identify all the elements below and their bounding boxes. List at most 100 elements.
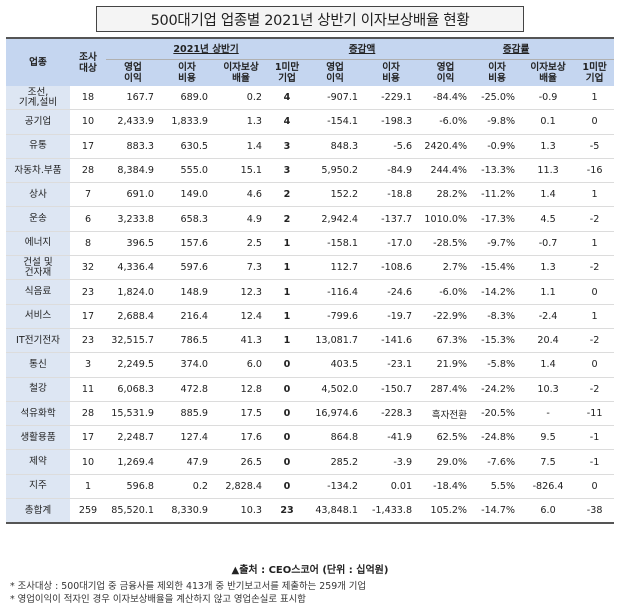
- table-row: 운송 6 3,233.8 658.3 4.9 2 2,942.4 -137.7 1010.0% -…: [6, 206, 615, 232]
- rate-ratio-cell: 4.5: [521, 206, 576, 232]
- footnote: * 조사대상 : 500대기업 중 금융사를 제외한 413개 중 반기보고서를…: [10, 581, 367, 592]
- industry-cell: 자동차.부품: [6, 158, 70, 184]
- op-profit-cell: 167.7: [106, 86, 160, 111]
- rate-interest-cell: -13.3%: [473, 158, 522, 184]
- count-cell: 23: [70, 279, 106, 305]
- data-table-container: 업종 조사 대상 2021년 상반기 증감액 증감률 영업 이익 이자 비용 이…: [6, 37, 615, 525]
- industry-cell: 석유화학: [6, 401, 70, 427]
- change-interest-cell: -24.6: [364, 279, 419, 305]
- under1-cell: 3: [268, 158, 307, 184]
- interest-cost-cell: 786.5: [160, 328, 214, 354]
- under1-cell: 1: [268, 231, 307, 257]
- rate-under1-cell: 1: [575, 182, 615, 208]
- rate-under1-cell: -16: [575, 158, 615, 184]
- rate-under1-cell: 1: [575, 86, 615, 111]
- rate-under1-cell: 0: [575, 352, 615, 378]
- under1-cell: 4: [268, 86, 307, 111]
- count-cell: 32: [70, 255, 106, 281]
- coverage-ratio-cell: 7.3: [214, 255, 268, 281]
- under1-cell: 0: [268, 377, 307, 402]
- change-op-cell: -158.1: [306, 231, 365, 257]
- rate-op-cell: 2420.4%: [418, 134, 474, 159]
- count-cell: 28: [70, 401, 106, 427]
- table-body: 조선, 기계,설비 18 167.7 689.0 0.2 4 -907.1 -229.1 -84…: [6, 86, 615, 525]
- change-interest-cell: -108.6: [364, 255, 419, 281]
- rate-ratio-cell: 1.1: [521, 279, 576, 305]
- interest-cost-cell: 157.6: [160, 231, 214, 257]
- table-row: 통신 3 2,249.5 374.0 6.0 0 403.5 -23.1 21.9% -5.8% 1…: [6, 352, 615, 378]
- count-cell: 10: [70, 449, 106, 475]
- rate-interest-cell: -20.5%: [473, 401, 522, 427]
- subheader: 이자 비용: [364, 59, 419, 86]
- under1-cell: 1: [268, 328, 307, 354]
- rate-ratio-cell: 7.5: [521, 449, 576, 475]
- coverage-ratio-cell: 12.8: [214, 377, 268, 402]
- rate-under1-cell: -2: [575, 206, 615, 232]
- table-row: 생활용품 17 2,248.7 127.4 17.6 0 864.8 -41.9 62.5% -2…: [6, 425, 615, 451]
- count-cell: 18: [70, 86, 106, 111]
- footnotes: * 조사대상 : 500대기업 중 금융사를 제외한 413개 중 반기보고서를…: [10, 580, 366, 606]
- table-row: 건설 및 건자재 32 4,336.4 597.6 7.3 1 112.7 -108.6 2.7…: [6, 255, 615, 281]
- under1-cell: 2: [268, 206, 307, 232]
- subheader: 이자보상 배율: [521, 59, 576, 86]
- subheader: 영업 이익: [418, 59, 474, 86]
- coverage-ratio-cell: 41.3: [214, 328, 268, 354]
- change-op-cell: 864.8: [306, 425, 365, 451]
- rate-interest-cell: -11.2%: [473, 182, 522, 208]
- table-row: 석유화학 28 15,531.9 885.9 17.5 0 16,974.6 -228.3 흑자…: [6, 401, 615, 427]
- rate-interest-cell: -14.2%: [473, 279, 522, 305]
- rate-op-cell: 287.4%: [418, 377, 474, 402]
- interest-cost-cell: 658.3: [160, 206, 214, 232]
- rate-interest-cell: -14.7%: [473, 498, 522, 525]
- table-row: IT전기전자 23 32,515.7 786.5 41.3 1 13,081.7 -141.6…: [6, 328, 615, 354]
- change-interest-cell: -23.1: [364, 352, 419, 378]
- interest-coverage-table: 업종 조사 대상 2021년 상반기 증감액 증감률 영업 이익 이자 비용 이…: [6, 37, 615, 525]
- count-cell: 8: [70, 231, 106, 257]
- table-row: 총합계 259 85,520.1 8,330.9 10.3 23 43,848.1 -1,43…: [6, 498, 615, 525]
- interest-cost-cell: 8,330.9: [160, 498, 214, 525]
- op-profit-cell: 2,249.5: [106, 352, 160, 378]
- industry-cell: 철강: [6, 377, 70, 402]
- change-op-cell: 285.2: [306, 449, 365, 475]
- rate-op-cell: 67.3%: [418, 328, 474, 354]
- rate-op-cell: -6.0%: [418, 279, 474, 305]
- change-op-cell: 403.5: [306, 352, 365, 378]
- interest-cost-cell: 0.2: [160, 474, 214, 500]
- coverage-ratio-cell: 6.0: [214, 352, 268, 378]
- interest-cost-cell: 127.4: [160, 425, 214, 451]
- count-cell: 17: [70, 425, 106, 451]
- table-row: 자동차.부품 28 8,384.9 555.0 15.1 3 5,950.2 -84.9 244…: [6, 158, 615, 184]
- table-row: 철강 11 6,068.3 472.8 12.8 0 4,502.0 -150.7 287.4%…: [6, 377, 615, 402]
- rate-op-cell: -18.4%: [418, 474, 474, 500]
- coverage-ratio-cell: 4.6: [214, 182, 268, 208]
- subheader: 이자 비용: [473, 59, 522, 86]
- interest-cost-cell: 149.0: [160, 182, 214, 208]
- header-count: 조사 대상: [70, 38, 106, 86]
- coverage-ratio-cell: 1.3: [214, 109, 268, 135]
- op-profit-cell: 596.8: [106, 474, 160, 500]
- rate-under1-cell: 1: [575, 231, 615, 257]
- under1-cell: 0: [268, 449, 307, 475]
- header-2021h1: 2021년 상반기: [106, 38, 307, 60]
- interest-cost-cell: 630.5: [160, 134, 214, 159]
- subheader: 영업 이익: [306, 59, 365, 86]
- rate-interest-cell: -25.0%: [473, 86, 522, 111]
- rate-under1-cell: 0: [575, 109, 615, 135]
- industry-cell: 조선, 기계,설비: [6, 86, 70, 111]
- rate-ratio-cell: 1.3: [521, 255, 576, 281]
- rate-op-cell: 28.2%: [418, 182, 474, 208]
- change-interest-cell: -41.9: [364, 425, 419, 451]
- coverage-ratio-cell: 10.3: [214, 498, 268, 525]
- rate-under1-cell: 0: [575, 279, 615, 305]
- rate-op-cell: 244.4%: [418, 158, 474, 184]
- count-cell: 10: [70, 109, 106, 135]
- rate-interest-cell: 5.5%: [473, 474, 522, 500]
- rate-op-cell: 105.2%: [418, 498, 474, 525]
- op-profit-cell: 15,531.9: [106, 401, 160, 427]
- op-profit-cell: 691.0: [106, 182, 160, 208]
- rate-ratio-cell: 10.3: [521, 377, 576, 402]
- interest-cost-cell: 216.4: [160, 304, 214, 329]
- rate-ratio-cell: 0.1: [521, 109, 576, 135]
- count-cell: 1: [70, 474, 106, 500]
- industry-cell: IT전기전자: [6, 328, 70, 354]
